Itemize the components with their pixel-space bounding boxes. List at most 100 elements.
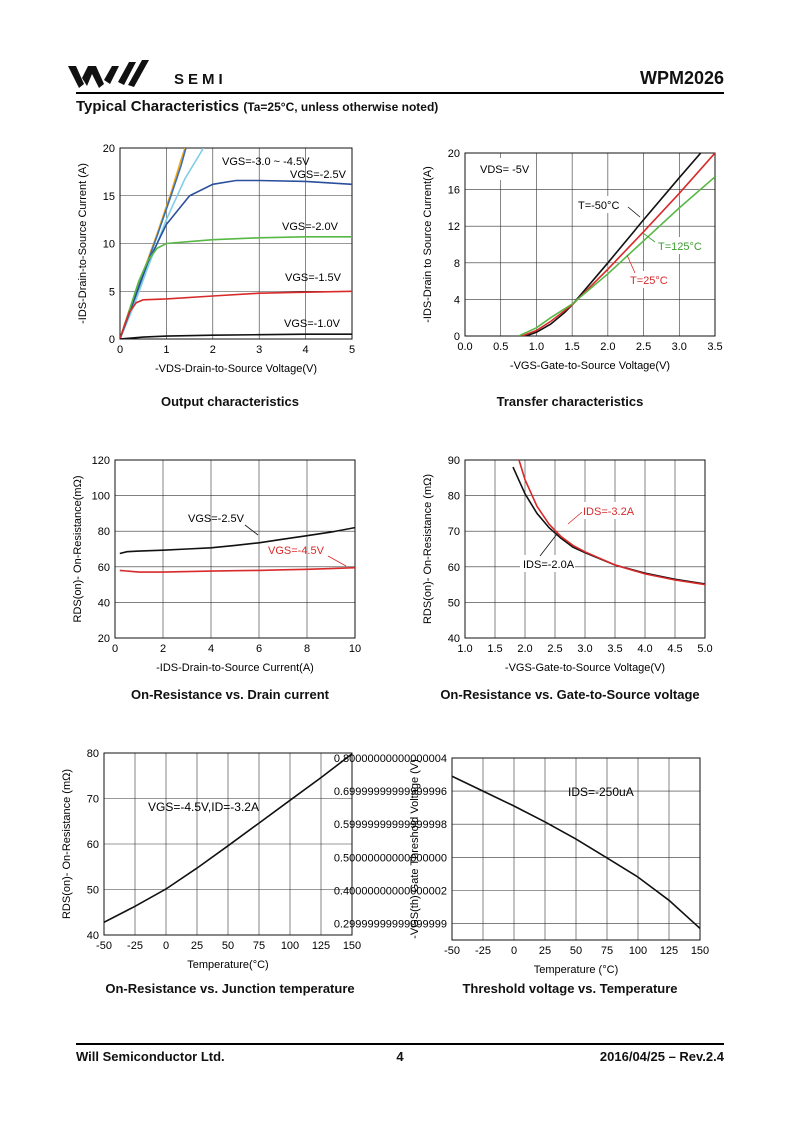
plot-frame bbox=[114, 459, 356, 639]
annot-ids-20: IDS=-2.0A bbox=[523, 559, 575, 571]
y-tick-label: 60 bbox=[87, 839, 99, 851]
page-number: 4 bbox=[396, 1049, 404, 1064]
footer-date-rev: 2016/04/25 – Rev.2.4 bbox=[599, 1049, 724, 1064]
caption-ron-temp: On-Resistance vs. Junction temperature bbox=[105, 981, 355, 996]
y-tick-label: 16 bbox=[448, 185, 460, 197]
footer-rule bbox=[76, 1043, 724, 1045]
y-tick-label: 70 bbox=[448, 526, 460, 538]
x-tick-label: 0.0 bbox=[457, 341, 472, 353]
x-tick-label: 1.5 bbox=[487, 643, 502, 655]
y-tick-label: 20 bbox=[98, 633, 110, 645]
brand-mark-icon bbox=[68, 60, 149, 88]
y-tick-label: 8 bbox=[454, 258, 460, 270]
y-tick-label: 120 bbox=[92, 455, 110, 467]
x-tick-label: 4 bbox=[208, 643, 214, 655]
section-title-text: Typical Characteristics bbox=[76, 98, 240, 115]
x-tick-label: -25 bbox=[475, 945, 491, 957]
annot-vgs-15: VGS=-1.5V bbox=[285, 272, 342, 284]
series-line bbox=[119, 526, 355, 555]
annot-t-50: T=-50°C bbox=[578, 200, 619, 212]
annot-t-25-box: T=25°C bbox=[627, 271, 675, 288]
series-line bbox=[104, 753, 352, 924]
series-line bbox=[452, 775, 700, 929]
x-tick-label: 4 bbox=[303, 344, 309, 356]
y-tick-label: 90 bbox=[448, 455, 460, 467]
section-title: Typical Characteristics (Ta=25°C, unless… bbox=[76, 98, 438, 115]
y-tick-label: 50 bbox=[87, 885, 99, 897]
x-tick-label: 1.0 bbox=[529, 341, 544, 353]
chart-ron-temp: VGS=-4.5V,ID=-3.2A -50 -25 0 25 50 75 100 125 15… bbox=[61, 748, 361, 971]
annot-t-50-box: T=-50°C bbox=[575, 196, 627, 213]
plot-frame bbox=[451, 757, 701, 941]
header-rule bbox=[76, 92, 724, 94]
x-tick-label: 25 bbox=[539, 945, 551, 957]
x-tick-label: 5.0 bbox=[697, 643, 712, 655]
annot-vgs-45: VGS=-4.5V bbox=[268, 545, 325, 557]
x-tick-label: 125 bbox=[312, 940, 330, 952]
y-axis-label: RDS(on)- On-Resistance(mΩ) bbox=[72, 476, 84, 623]
annot-vgs-25-leader bbox=[244, 524, 259, 536]
y-tick-label: 5 bbox=[109, 286, 115, 298]
x-tick-label: 2 bbox=[210, 344, 216, 356]
logo-text: SEMI bbox=[174, 71, 227, 88]
annot-t-125-box: T=125°C bbox=[655, 237, 711, 254]
x-tick-label: 6 bbox=[256, 643, 262, 655]
caption-output: Output characteristics bbox=[161, 394, 299, 409]
x-tick-label: 3.5 bbox=[607, 643, 622, 655]
y-tick-label: 60 bbox=[448, 562, 460, 574]
annot-ids-32-leader bbox=[567, 511, 583, 525]
y-tick-label: 4 bbox=[454, 294, 460, 306]
x-tick-label: 5 bbox=[349, 344, 355, 356]
y-tick-label: 0.29999999999999999 bbox=[334, 918, 447, 930]
section-condition: (Ta=25°C, unless otherwise noted) bbox=[243, 100, 439, 114]
y-tick-label: 40 bbox=[98, 597, 110, 609]
y-tick-label: 0.50000000000000000 bbox=[334, 852, 447, 864]
series-line bbox=[518, 176, 715, 336]
annot-t-25: T=25°C bbox=[630, 275, 668, 287]
x-axis-label: -IDS-Drain-to-Source Current(A) bbox=[156, 662, 314, 674]
y-axis-label: -IDS-Drain to Source Current(A) bbox=[422, 166, 434, 323]
x-tick-label: 0 bbox=[163, 940, 169, 952]
x-axis-label: Temperature (°C) bbox=[534, 964, 618, 976]
annot-t-125: T=125°C bbox=[658, 241, 702, 253]
annot-t-25-leader bbox=[626, 254, 636, 274]
x-tick-label: 3.5 bbox=[707, 341, 722, 353]
y-tick-label: 100 bbox=[92, 491, 110, 503]
annot-vgs-25: VGS=-2.5V bbox=[290, 169, 347, 181]
y-tick-label: 0.40000000000000002 bbox=[334, 885, 447, 897]
annot-ids-20-box: IDS=-2.0A bbox=[520, 555, 575, 572]
annot-ids-20-leader bbox=[539, 533, 558, 557]
y-tick-label: 15 bbox=[103, 191, 115, 203]
y-axis-label: -VGS(th) Gate Threshold Voltage (V) bbox=[409, 759, 421, 939]
x-axis-label: -VDS-Drain-to-Source Voltage(V) bbox=[155, 363, 317, 375]
series-line bbox=[120, 333, 352, 339]
plot-frame bbox=[119, 147, 353, 340]
chart-output: VGS=-3.0 ~ -4.5V VGS=-2.5V VGS=-2.0V VGS… bbox=[77, 143, 355, 375]
x-tick-label: 2.5 bbox=[636, 341, 651, 353]
x-tick-label: 50 bbox=[570, 945, 582, 957]
annot-ids-32-box: IDS=-3.2A bbox=[580, 502, 635, 519]
x-tick-label: 1 bbox=[163, 344, 169, 356]
plot-frame bbox=[103, 752, 353, 936]
series-line bbox=[120, 179, 352, 339]
annot-vgs-10: VGS=-1.0V bbox=[284, 318, 341, 330]
y-tick-label: 40 bbox=[448, 633, 460, 645]
annot-vgs-20: VGS=-2.0V bbox=[282, 221, 339, 233]
x-axis-label: -VGS-Gate-to-Source Voltage(V) bbox=[510, 360, 670, 372]
x-tick-label: 1.5 bbox=[564, 341, 579, 353]
x-tick-label: 1.0 bbox=[457, 643, 472, 655]
annot-ron-temp: VGS=-4.5V,ID=-3.2A bbox=[148, 800, 259, 814]
plot-frame bbox=[464, 152, 716, 337]
x-tick-label: 2.0 bbox=[517, 643, 532, 655]
chart-vth-temp: IDS=-250uA -50 -25 0 25 50 75 100 125 150 0.29999… bbox=[334, 753, 709, 976]
x-tick-label: 50 bbox=[222, 940, 234, 952]
x-tick-label: 2.0 bbox=[600, 341, 615, 353]
annot-t-50-leader bbox=[627, 206, 641, 218]
annot-vds: VDS= -5V bbox=[480, 164, 530, 176]
x-tick-label: -50 bbox=[444, 945, 460, 957]
y-tick-label: 80 bbox=[448, 491, 460, 503]
x-tick-label: 75 bbox=[601, 945, 613, 957]
footer-company: Will Semiconductor Ltd. bbox=[76, 1049, 225, 1064]
caption-vth-temp: Threshold voltage vs. Temperature bbox=[462, 981, 678, 996]
y-tick-label: 0 bbox=[109, 334, 115, 346]
